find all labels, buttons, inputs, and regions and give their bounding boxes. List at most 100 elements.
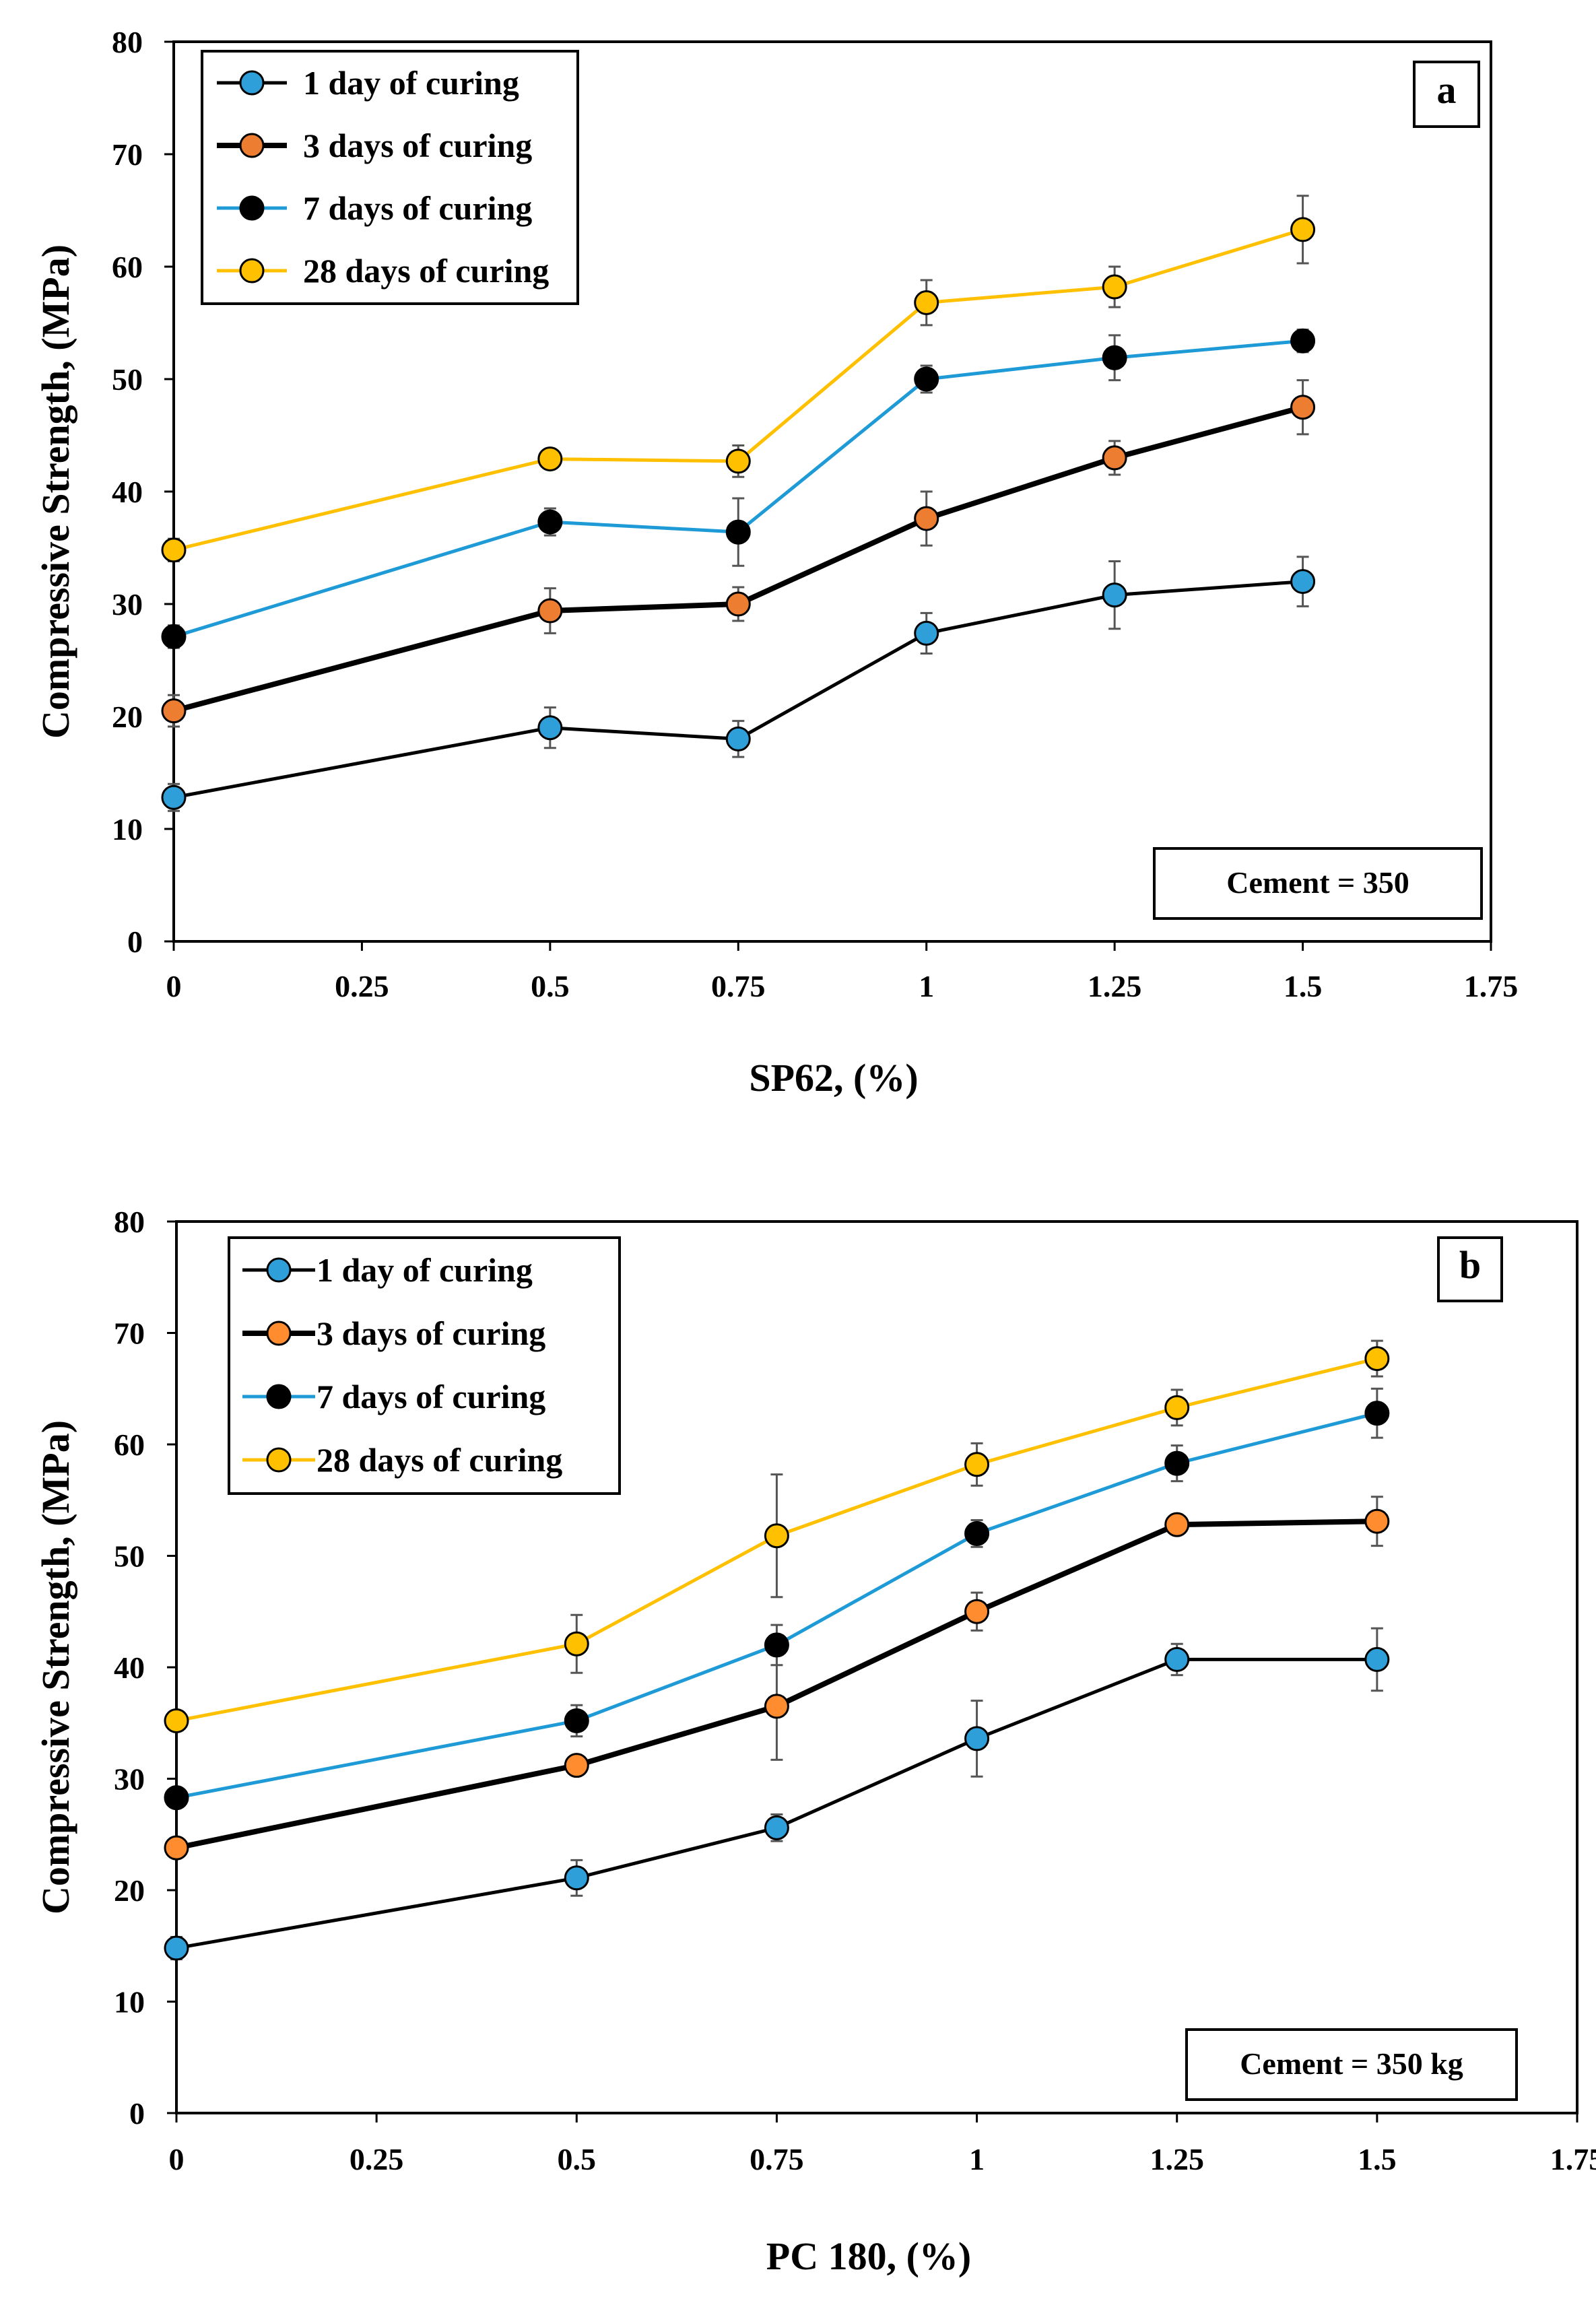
series-line [176, 1357, 1378, 1723]
y-tick-label: 70 [114, 1316, 145, 1351]
data-point [1164, 1395, 1190, 1420]
data-point [1364, 1646, 1390, 1672]
x-tick-label: 1.5 [1358, 2142, 1397, 2176]
series-line [173, 339, 1303, 638]
legend-label: 3 days of curing [303, 127, 532, 164]
series-4 [161, 195, 1316, 563]
y-tick-label: 20 [114, 1873, 145, 1908]
chart-panel-b: 0 0.25 0.5 0.75 1 1.25 1.5 1.75 0 10 20 30 40 50 60 70 8… [34, 1205, 1596, 2278]
x-tick-label: 1 [969, 2142, 985, 2176]
x-tick-label: 1.75 [1464, 969, 1519, 1003]
data-point [1290, 395, 1316, 420]
data-point [1102, 582, 1127, 608]
y-tick-label: 80 [112, 25, 143, 59]
panel-label: a [1437, 68, 1457, 112]
legend-swatch-marker [266, 1447, 292, 1473]
series-line [173, 580, 1303, 799]
x-axis-label: SP62, (%) [749, 1056, 918, 1100]
legend-swatch-marker [239, 70, 265, 96]
data-point [764, 1815, 789, 1840]
y-tick-label: 10 [114, 1985, 145, 2019]
panel-label: b [1459, 1243, 1481, 1287]
data-point [1290, 569, 1316, 595]
data-point [164, 1785, 189, 1811]
data-point [964, 1520, 990, 1546]
series-1 [164, 1627, 1390, 1961]
data-point [1164, 1450, 1190, 1476]
data-point [564, 1708, 589, 1733]
y-tick-label: 20 [112, 700, 143, 734]
series-4 [164, 1339, 1390, 1733]
data-point [914, 290, 939, 315]
legend-swatch-marker [239, 133, 265, 158]
legend-label: 7 days of curing [317, 1378, 545, 1415]
y-tick-label: 50 [114, 1539, 145, 1574]
data-point [1290, 217, 1316, 242]
data-point [161, 624, 187, 649]
data-point [164, 1708, 189, 1733]
y-tick-label: 10 [112, 812, 143, 846]
data-point [764, 1632, 789, 1658]
x-tick-label: 0.75 [711, 969, 766, 1003]
data-point [537, 509, 563, 535]
chart-panel-a: 0 0.25 0.5 0.75 1 1.25 1.5 1.75 0 10 20 30 40 50 60 70 8… [34, 25, 1518, 1100]
data-point [564, 1753, 589, 1778]
y-tick-label: 70 [112, 137, 143, 172]
legend-entry: 7 days of curing [217, 189, 532, 227]
legend-swatch-marker [239, 258, 265, 283]
data-point [914, 366, 939, 392]
series-line [176, 1411, 1378, 1800]
data-point [161, 537, 187, 563]
y-axis-label: Compressive Strength, (MPa) [34, 244, 77, 739]
data-point [1102, 445, 1127, 471]
x-tick-label: 0 [166, 969, 182, 1003]
legend-box [201, 50, 579, 305]
data-point [764, 1694, 789, 1719]
x-tick-label: 1.25 [1150, 2142, 1204, 2176]
data-point [725, 448, 751, 474]
y-tick-label: 50 [112, 362, 143, 397]
data-point [914, 620, 939, 646]
data-point [161, 784, 187, 810]
data-point [564, 1631, 589, 1657]
x-tick-label: 0 [169, 2142, 185, 2176]
annotation: Cement = 350 kg [1240, 2046, 1463, 2081]
x-tick-label: 1.5 [1284, 969, 1323, 1003]
y-axis-label: Compressive Strength, (MPa) [34, 1420, 77, 1914]
series-3 [164, 1387, 1390, 1811]
data-point [914, 506, 939, 531]
data-point [537, 715, 563, 741]
x-tick-label: 1 [919, 969, 934, 1003]
legend-swatch-marker [266, 1384, 292, 1409]
series-line [176, 1657, 1377, 1950]
legend-entry: 3 days of curing [242, 1314, 545, 1352]
annotation-box [1153, 847, 1483, 920]
legend-label: 7 days of curing [303, 189, 532, 227]
y-tick-label: 60 [114, 1428, 145, 1462]
series-2 [161, 379, 1316, 728]
legend-label: 1 day of curing [303, 64, 519, 102]
y-tick-label: 30 [112, 587, 143, 622]
data-point [1102, 274, 1127, 300]
data-point [1164, 1512, 1190, 1537]
data-point [964, 1452, 990, 1477]
legend-swatch-marker [239, 195, 265, 221]
x-tick-label: 0.5 [531, 969, 570, 1003]
x-tick-label: 0.25 [335, 969, 389, 1003]
y-tick-label: 0 [127, 925, 143, 959]
data-point [1364, 1508, 1390, 1534]
data-point [537, 598, 563, 624]
legend-swatch-marker [266, 1257, 292, 1283]
data-point [1290, 328, 1316, 354]
legend-entry: 7 days of curing [242, 1378, 545, 1415]
series-line [172, 404, 1304, 714]
series-1 [161, 556, 1316, 812]
legend-entry: 3 days of curing [217, 127, 532, 164]
legend-box [228, 1236, 621, 1495]
data-point [725, 519, 751, 545]
series-3 [161, 328, 1316, 649]
data-point [564, 1865, 589, 1891]
panel-label-box [1413, 61, 1480, 128]
annotation-box [1185, 2028, 1518, 2101]
